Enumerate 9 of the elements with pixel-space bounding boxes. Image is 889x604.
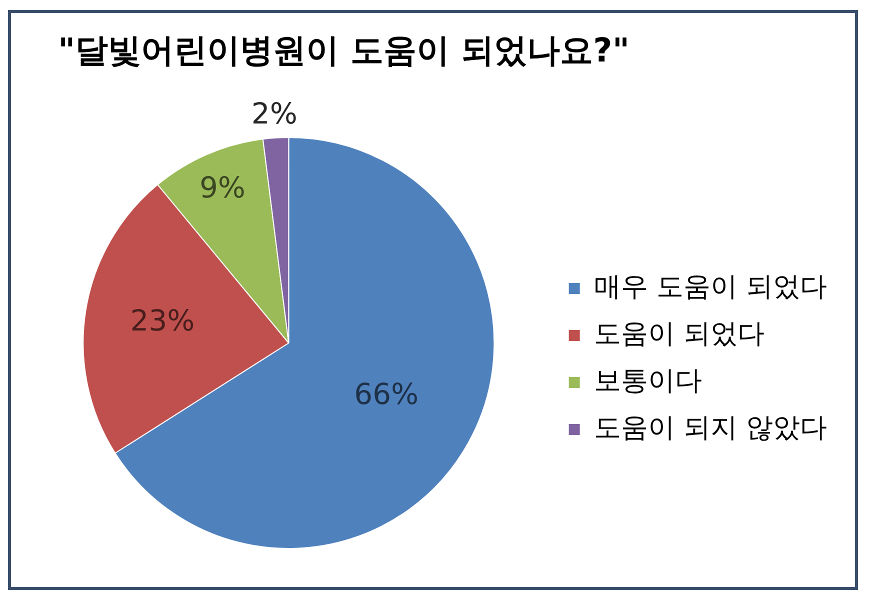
legend-label: 도움이 되지 않았다 — [594, 412, 828, 444]
chart-title: "달빛어린이병원이 도움이 되었나요?" — [58, 30, 630, 70]
data-label: 2% — [251, 96, 298, 130]
legend-label: 보통이다 — [594, 366, 702, 397]
data-label: 23% — [130, 304, 195, 338]
data-label: 66% — [354, 377, 419, 412]
data-label: 9% — [199, 170, 246, 205]
legend-label: 도움이 되었다 — [594, 318, 764, 350]
legend-label: 매우 도움이 되었다 — [594, 272, 828, 303]
